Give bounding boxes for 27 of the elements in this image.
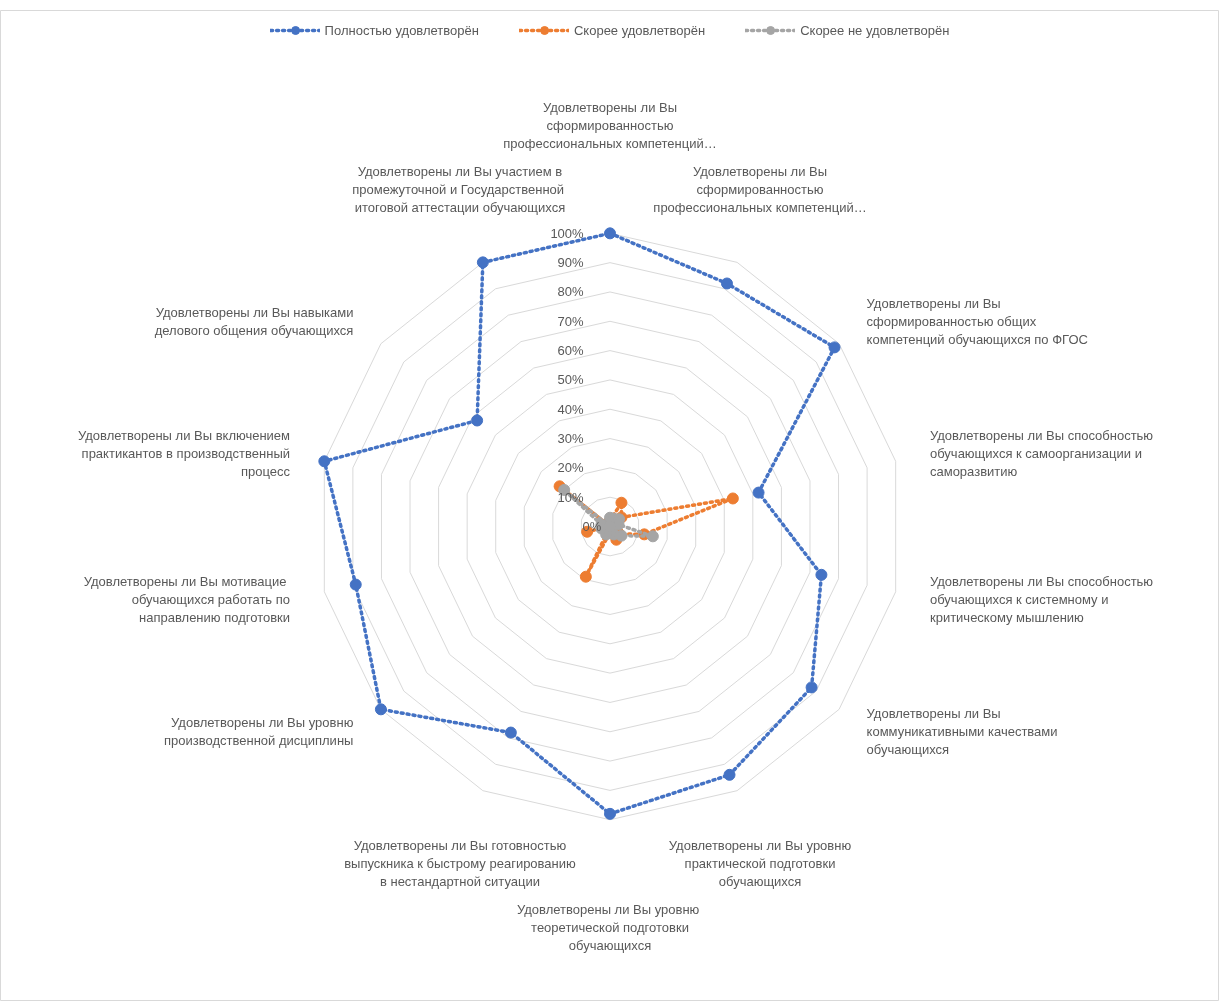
spoke-label: Удовлетворены ли Вы сформированностью профессиональных компетенций… (653, 163, 867, 215)
y-tick-label: 50% (557, 372, 585, 388)
y-tick-label: 80% (557, 284, 585, 300)
spoke-label: Удовлетворены ли Вы способностью обучающихся к системному и критическому мышлению (929, 574, 1154, 626)
spoke-label: Удовлетворены ли Вы готовностью выпускника к быстрому реагированию в нестандартной ситуации (344, 838, 577, 890)
y-tick-label: 60% (557, 343, 585, 359)
legend-label: Скорее не удовлетворён (800, 22, 950, 38)
spoke-label: Удовлетворены ли Вы уровню практической подготовки обучающихся (668, 838, 852, 890)
spoke-label: Удовлетворены ли Вы сформированностью профессиональных компетенций… (503, 100, 717, 152)
y-tick-label: 70% (557, 313, 585, 329)
y-tick-label: 40% (557, 401, 585, 417)
spoke-label: Удовлетворены ли Вы участием в промежуточной и Государственной итоговой аттестации обучающихся (352, 163, 566, 215)
y-tick-label: 100% (550, 225, 585, 241)
spoke-label: Удовлетворены ли Вы уровню теоретической подготовки обучающихся (517, 901, 700, 953)
legend-label: Полностью удовлетворён (324, 22, 479, 38)
spoke-label: Удовлетворены ли Вы навыками делового общения обучающихся (154, 305, 354, 339)
y-tick-label: 90% (557, 255, 585, 271)
spoke-label: Удовлетворены ли Вы включением практикантов в производственный процесс (77, 427, 291, 479)
spoke-label: Удовлетворены ли Вы мотивацие обучающихся работать по направлению подготовки (83, 574, 291, 626)
spoke-label: Удовлетворены ли Вы способностью обучающихся к самоорганизации и саморазвитию (929, 427, 1154, 479)
y-tick-label: 20% (557, 460, 585, 476)
spoke-label: Удовлетворены ли Вы уровню производственной дисциплины (164, 714, 354, 748)
y-tick-label: 0% (582, 519, 602, 535)
legend-label: Скорее удовлетворён (573, 22, 706, 38)
spoke-label: Удовлетворены ли Вы коммуникативными качествами обучающихся (866, 705, 1058, 757)
spoke-label: Удовлетворены ли Вы сформированностью общих компетенций обучающихся по ФГОС (866, 296, 1088, 348)
y-tick-label: 30% (557, 431, 585, 447)
